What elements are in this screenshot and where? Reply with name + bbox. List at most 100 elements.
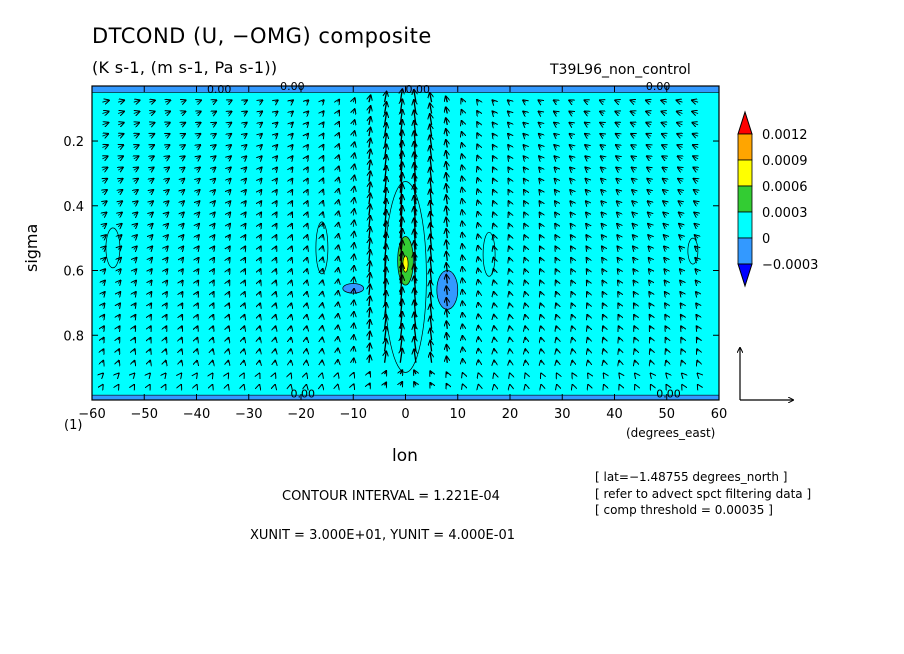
wind-vector-928 [649, 303, 651, 306]
wind-vector-80 [149, 123, 154, 125]
wind-vector-347 [306, 201, 307, 204]
wind-vector-518 [400, 370, 402, 374]
wind-vector-7 [102, 179, 107, 182]
wind-vector-838 [601, 167, 604, 170]
wind-vector-889 [631, 156, 635, 159]
wind-vector-90 [149, 235, 152, 238]
wind-vector-799 [572, 315, 573, 318]
info-line-threshold: [ comp threshold = 0.00035 ] [595, 503, 773, 517]
wind-vector-34 [118, 190, 122, 193]
wind-vector-681 [508, 156, 510, 159]
wind-vector-101 [149, 361, 150, 363]
wind-vector-157 [197, 111, 201, 113]
wind-vector-798 [572, 303, 573, 306]
wind-vector-950 [664, 258, 667, 261]
wind-vector-113 [165, 201, 168, 204]
wind-vector-745 [540, 292, 541, 295]
wind-vector-356 [306, 303, 307, 306]
wind-vector-71 [134, 315, 136, 318]
wind-vector-140 [181, 213, 184, 216]
wind-vector-127 [165, 361, 166, 363]
wind-vector-39 [118, 246, 121, 249]
wind-vector-121 [165, 292, 167, 295]
wind-vector-252 [244, 303, 245, 306]
wind-vector-269 [259, 201, 261, 204]
wind-vector-313 [291, 111, 293, 113]
wind-vector-278 [259, 303, 260, 306]
wind-vector-781 [569, 111, 572, 113]
wind-vector-18 [102, 303, 104, 306]
wind-vector-79 [149, 111, 154, 113]
wind-vector-973 [679, 224, 682, 227]
wind-vector-416 [353, 98, 354, 102]
wind-vector-642 [478, 303, 479, 306]
wind-vector-602 [462, 143, 463, 147]
wind-vector-378 [322, 258, 323, 261]
wind-vector-749 [541, 338, 542, 340]
wind-vector-339 [306, 111, 308, 113]
colorbar-label-2: 0.0006 [762, 180, 808, 195]
wind-vector-392 [338, 122, 339, 125]
wind-vector-227 [228, 315, 229, 318]
wind-vector-956 [665, 326, 666, 328]
wind-vector-173 [197, 292, 199, 295]
wind-vector-668 [494, 303, 495, 306]
wind-vector-985 [682, 361, 683, 363]
wind-vector-183 [212, 111, 216, 113]
wind-vector-586 [446, 252, 447, 261]
wind-vector-427 [353, 220, 354, 227]
wind-vector-289 [275, 134, 277, 136]
wind-vector-845 [602, 246, 604, 249]
wind-vector-1011 [697, 361, 698, 363]
wind-vector-168 [197, 235, 199, 238]
wind-vector-178 [197, 349, 198, 351]
wind-vector-571 [430, 383, 431, 386]
wind-vector-920 [648, 213, 651, 216]
wind-vector-877 [618, 315, 619, 318]
wind-vector-422 [353, 164, 354, 171]
wind-vector-9 [102, 201, 106, 204]
wind-vector-567 [430, 329, 431, 341]
wind-vector-910 [646, 100, 651, 102]
wind-vector-184 [212, 123, 216, 125]
wind-vector-888 [631, 145, 635, 147]
wind-vector-940 [662, 145, 667, 147]
wind-vector-46 [118, 326, 119, 328]
wind-vector-704 [523, 123, 525, 125]
x-tick-label-8: 20 [502, 407, 519, 422]
wind-vector-341 [306, 134, 308, 136]
wind-vector-926 [649, 281, 651, 284]
wind-vector-640 [478, 280, 479, 284]
run-name: T39L96_non_control [550, 62, 691, 78]
wind-vector-800 [572, 326, 573, 328]
wind-vector-408 [338, 302, 339, 306]
wind-vector-132 [181, 123, 185, 125]
wind-vector-915 [647, 156, 651, 159]
wind-vector-433 [353, 289, 354, 295]
wind-vector-637 [478, 246, 479, 250]
wind-vector-783 [570, 134, 573, 136]
wind-vector-996 [694, 190, 698, 193]
colorbar-box-2 [737, 159, 753, 187]
wind-vector-870 [617, 235, 619, 238]
wind-vector-875 [618, 292, 620, 295]
wind-vector-200 [212, 303, 213, 306]
wind-vector-453 [369, 216, 370, 227]
wind-vector-942 [662, 167, 666, 170]
wind-vector-606 [462, 188, 463, 193]
wind-vector-932 [650, 349, 651, 351]
wind-vector-105 [165, 111, 170, 113]
wind-vector-189 [212, 179, 215, 182]
wind-vector-591 [446, 310, 447, 318]
wind-vector-844 [602, 235, 604, 238]
wind-vector-939 [662, 134, 667, 136]
wind-vector-319 [291, 179, 293, 182]
wind-vector-1012 [698, 374, 699, 375]
wind-vector-859 [615, 111, 619, 113]
panel-number: (1) [64, 418, 83, 433]
wind-vector-685 [509, 201, 510, 204]
wind-vector-211 [228, 134, 231, 136]
wind-vector-627 [477, 133, 478, 136]
wind-vector-744 [540, 281, 541, 284]
wind-vector-795 [571, 269, 573, 272]
